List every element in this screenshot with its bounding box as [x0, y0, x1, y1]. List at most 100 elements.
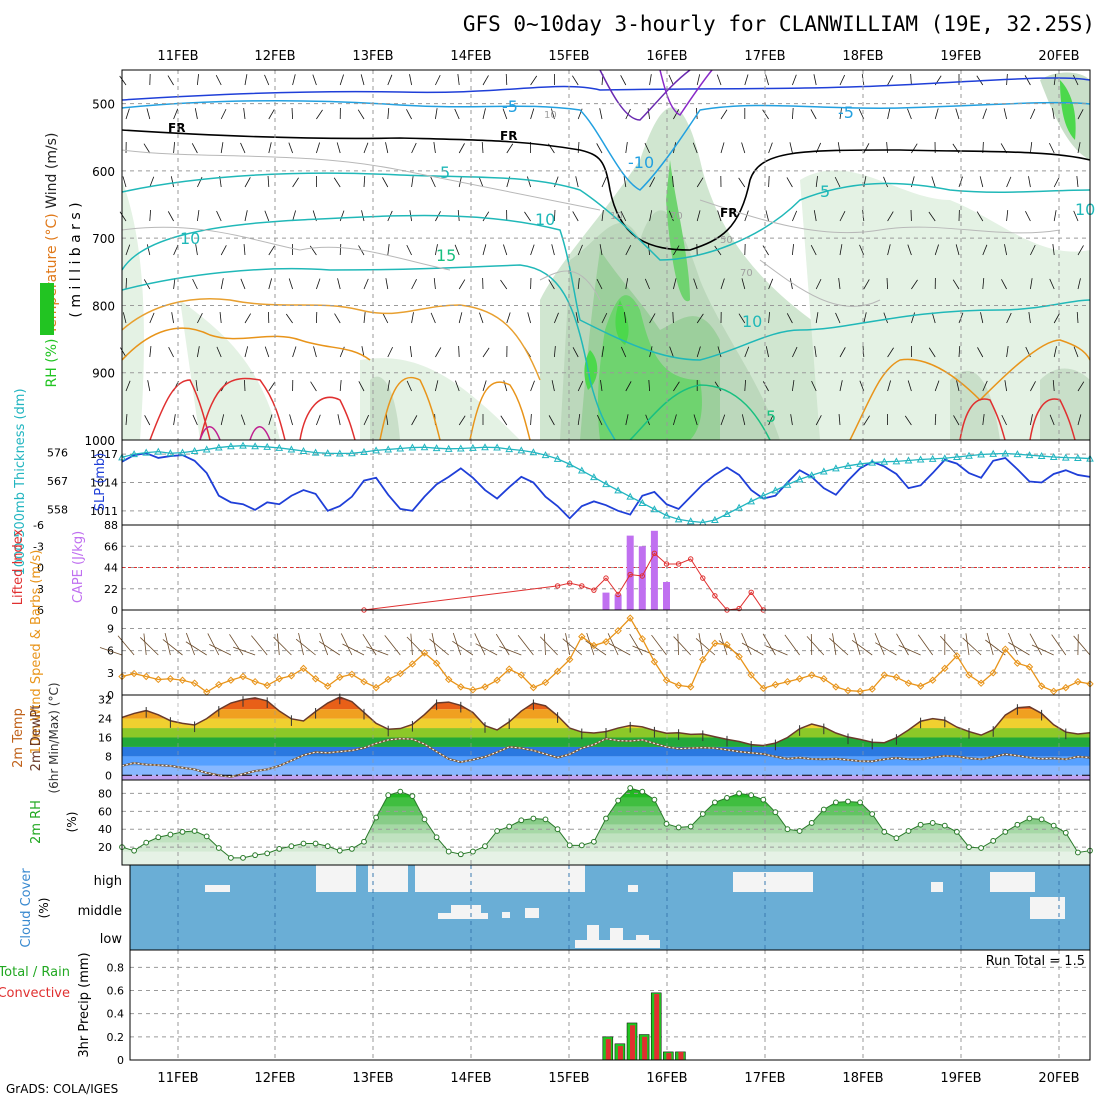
rh-point [640, 789, 645, 794]
surface-wind-barb [651, 635, 666, 655]
rh-band [122, 798, 1090, 807]
surface-wind-barb [674, 637, 691, 655]
cape-axis-label: CAPE (J/kg) [71, 531, 86, 603]
contour-label: 70 [740, 268, 753, 279]
run-total-label: Run Total = 1.5 [986, 954, 1085, 969]
rh-point [555, 827, 560, 832]
precip-tick-label: 0 [117, 1054, 124, 1067]
rh-point [688, 824, 693, 829]
rh-point [132, 848, 137, 853]
precip-convective-bar [618, 1046, 623, 1060]
temp-axis-label-3: (6hr Min/Max) (°C) [47, 682, 61, 793]
temp-band [122, 766, 1090, 775]
rh-point [616, 798, 621, 803]
rh-point [942, 823, 947, 828]
rh-point [507, 824, 512, 829]
temp-tick-label: 32 [98, 694, 112, 707]
rh-point [604, 816, 609, 821]
rh-point [241, 855, 246, 860]
contour-label: 10 [610, 211, 623, 222]
surface-wind-barb [163, 639, 183, 655]
rh-point [749, 793, 754, 798]
rh-point [446, 849, 451, 854]
rh-point [894, 836, 899, 841]
rh-point [882, 829, 887, 834]
contour-label: 10 [1075, 200, 1095, 219]
rh-point [773, 810, 778, 815]
rh-point [519, 818, 524, 823]
cloud-level-label: middle [78, 904, 122, 919]
contour-label: FR [720, 206, 737, 220]
rh-point [567, 843, 572, 848]
pressure-tick-label: 700 [92, 232, 115, 246]
surface-wind-barb [366, 647, 388, 655]
precip-convective-bar [642, 1037, 647, 1060]
cloud-level-label: low [100, 932, 123, 947]
rh-point [592, 839, 597, 844]
contour-label: 5 [440, 163, 450, 182]
cape-tick-label: 66 [104, 540, 118, 553]
thickness-tick-label: 576 [47, 447, 68, 460]
surface-wind-barb [807, 636, 824, 655]
thickness-tick-label: 567 [47, 475, 68, 488]
contour-label: 15 [436, 246, 456, 265]
cape-bar [603, 593, 610, 610]
rh-point [229, 855, 234, 860]
rh-point [713, 800, 718, 805]
rh-point [979, 846, 984, 851]
precip-convective-label: Convective [0, 986, 70, 1001]
surface-wind-barb [1008, 642, 1029, 655]
cloud-cell [368, 865, 408, 892]
surface-wind-barb [140, 637, 158, 655]
surface-wind-barb [1032, 645, 1054, 655]
contour-label: -10 [628, 153, 654, 172]
bottom-date-label: 11FEB [157, 1071, 198, 1086]
cloud-level-label: high [94, 874, 122, 889]
rh-point [797, 829, 802, 834]
rh-point [168, 832, 173, 837]
rh-axis-label: 2m RH [29, 800, 44, 844]
bottom-date-label: 20FEB [1038, 1071, 1079, 1086]
surface-wind-barb [966, 633, 969, 655]
surface-wind-barb [742, 633, 752, 655]
top-date-label: 17FEB [744, 49, 785, 64]
rh-point [1027, 816, 1032, 821]
li-tick-label: -6 [33, 519, 44, 532]
cloud-cell [218, 889, 230, 892]
rh-point [834, 800, 839, 805]
surface-wind-barb [499, 646, 521, 655]
cloud-cell [587, 925, 599, 948]
rh-point [821, 807, 826, 812]
surface-wind-barb [766, 646, 788, 655]
rh-point [265, 851, 270, 856]
rh-point [313, 841, 318, 846]
rh-point [458, 852, 463, 857]
cape-tick-label: 22 [104, 583, 118, 596]
surface-wind-barb [144, 633, 146, 655]
rh-point [386, 793, 391, 798]
temp-band [122, 756, 1090, 765]
rh-unit-label: (%) [65, 812, 79, 833]
rh-point [483, 844, 488, 849]
li-axis-label: Lifted Index [11, 528, 26, 605]
surface-wind-barb [742, 643, 763, 655]
temp-tick-label: 0 [105, 769, 112, 782]
cloud-cell [1015, 872, 1035, 892]
rh-point [725, 795, 730, 800]
cloud-cell [648, 943, 660, 948]
rh-point [204, 834, 209, 839]
rh-point [761, 797, 766, 802]
top-date-label: 11FEB [157, 49, 198, 64]
temp-axis-label-2: 2m DewPt [29, 705, 44, 772]
surface-wind-barb [274, 637, 292, 655]
rh-tick-label: 20 [98, 841, 112, 854]
cloud-cell [316, 865, 356, 892]
bottom-date-label: 19FEB [940, 1071, 981, 1086]
surface-wind-barb [940, 636, 957, 655]
rh-point [374, 815, 379, 820]
top-date-label: 12FEB [254, 49, 295, 64]
cloud-cell [636, 935, 649, 948]
temp-band [122, 775, 1090, 780]
rh-point [192, 829, 197, 834]
